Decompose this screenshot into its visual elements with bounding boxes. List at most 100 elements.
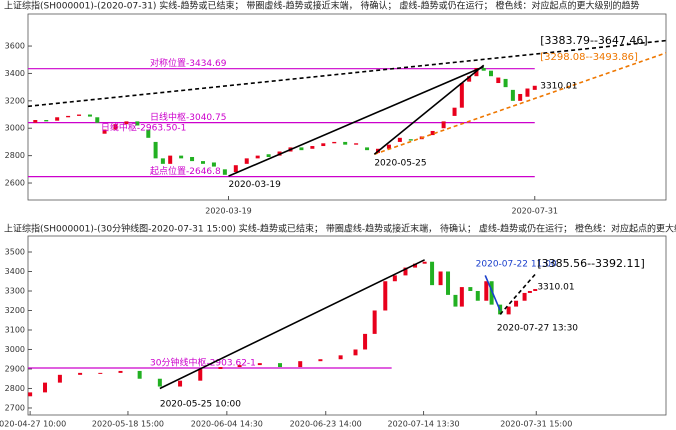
candle <box>392 275 397 282</box>
candle <box>244 158 249 164</box>
candle <box>318 359 323 362</box>
candle <box>383 281 388 311</box>
candle <box>481 67 486 71</box>
annotation: 2020-07-22 11:00 <box>476 260 557 270</box>
trend-line <box>374 52 667 156</box>
annotation: 2020-03-19 <box>229 180 282 190</box>
level-label: 对称位置-3434.69 <box>150 57 227 69</box>
candle <box>527 290 532 293</box>
candle <box>397 137 402 142</box>
annotation: 3310.01 <box>540 81 577 91</box>
candle <box>157 378 162 387</box>
candle <box>55 117 60 121</box>
candle <box>153 141 158 159</box>
x-tick-label: 2020-03-19 <box>205 207 252 216</box>
candle <box>386 144 391 149</box>
level-label: 30分钟线中枢-2903.62-1 <box>150 357 256 369</box>
candle <box>168 155 173 164</box>
trend-line <box>27 39 667 108</box>
candle <box>33 120 38 123</box>
candle <box>441 121 446 129</box>
x-tick-label: 2020-06-04 14:30 <box>191 420 263 429</box>
candle <box>459 83 464 108</box>
candle <box>343 141 348 145</box>
plot-frame <box>27 235 667 416</box>
candle <box>354 143 359 145</box>
candle <box>178 380 183 387</box>
annotation: [3385.56--3392.11] <box>537 257 645 270</box>
x-tick-label: 2020-07-31 15:00 <box>500 420 572 429</box>
y-tick-label: 2900 <box>5 364 25 373</box>
annotation: [3298.08--3493.86] <box>540 52 638 63</box>
y-tick-label: 3200 <box>5 96 25 105</box>
candle <box>57 374 62 383</box>
candle <box>413 263 418 268</box>
y-tick-label: 3300 <box>5 286 25 295</box>
candle <box>446 271 451 295</box>
candle <box>467 76 472 82</box>
candle <box>222 169 227 175</box>
candle <box>211 162 216 167</box>
candle <box>453 294 458 307</box>
y-tick-label: 3400 <box>5 69 25 78</box>
chart-title: 上证综指(SH000001)-(30分钟线图-2020-07-31 15:00)… <box>4 223 676 235</box>
candle <box>484 281 489 301</box>
candle <box>218 367 223 369</box>
candle <box>525 88 530 97</box>
candle <box>233 165 238 173</box>
chart-title: 上证综指(SH000001)-(2020-07-31) 实线-趋势或已结束； 带… <box>4 0 639 12</box>
candle <box>28 392 33 397</box>
plot-frame <box>27 13 667 201</box>
candle <box>78 372 83 375</box>
candle <box>503 78 508 88</box>
candle <box>43 382 48 393</box>
candle <box>532 85 537 90</box>
candle <box>510 89 515 101</box>
candle <box>459 287 464 307</box>
candle <box>44 120 49 122</box>
level-label: 日线中枢-3040.75 <box>150 111 226 123</box>
candle <box>430 130 435 136</box>
trend-line <box>373 64 485 155</box>
annotation: [3383.79--3647.46] <box>540 34 648 47</box>
candle <box>408 139 413 141</box>
candle <box>363 333 368 350</box>
candle <box>430 261 435 286</box>
x-tick-label: 2020-05-18 15:00 <box>92 420 164 429</box>
candle <box>522 292 527 301</box>
candle <box>332 141 337 144</box>
candle <box>135 121 140 126</box>
candle <box>514 300 519 307</box>
candle <box>102 129 107 134</box>
candle <box>200 161 205 164</box>
candle <box>190 156 195 162</box>
candle <box>298 361 303 368</box>
candle <box>124 121 129 125</box>
candle <box>257 363 262 366</box>
candle <box>506 306 511 315</box>
candle <box>489 281 494 305</box>
candle <box>137 370 142 379</box>
y-tick-label: 3000 <box>5 345 25 354</box>
candle <box>299 147 304 151</box>
candle <box>372 310 377 334</box>
level-label: 起点位置-2646.8 <box>150 165 221 177</box>
y-tick-label: 2700 <box>5 403 25 412</box>
y-tick-label: 3000 <box>5 124 25 133</box>
y-tick-label: 3500 <box>5 247 25 256</box>
candle <box>475 290 480 301</box>
annotation: 3310.01 <box>537 283 574 293</box>
candle <box>113 124 118 130</box>
y-tick-label: 2600 <box>5 179 25 188</box>
candle <box>198 368 203 381</box>
y-tick-label: 2800 <box>5 151 25 160</box>
x-tick-label: 2020-07-31 <box>512 207 559 216</box>
candle <box>98 372 103 374</box>
candle <box>468 287 473 291</box>
candle <box>518 93 523 101</box>
candle <box>533 289 538 291</box>
candle <box>365 147 370 151</box>
candle <box>77 114 82 116</box>
trend-line <box>484 275 501 311</box>
y-tick-label: 2800 <box>5 384 25 393</box>
